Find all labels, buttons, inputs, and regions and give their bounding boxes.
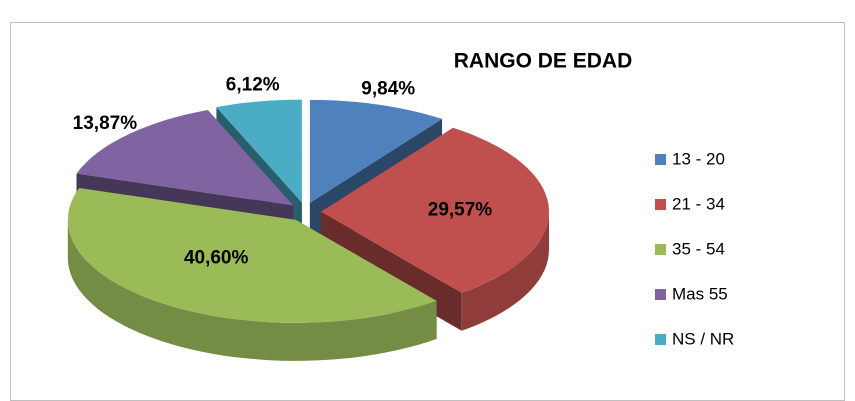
chart-title: RANGO DE EDAD: [454, 50, 633, 73]
data-label: 9,84%: [361, 78, 415, 99]
data-label: 29,57%: [428, 200, 493, 221]
legend-swatch: [655, 199, 666, 210]
legend-label: NS / NR: [672, 329, 734, 348]
slice: [67, 187, 437, 361]
legend-swatch: [655, 244, 666, 255]
legend-label: 35 - 54: [672, 239, 725, 258]
data-label: 40,60%: [184, 247, 249, 268]
legend-swatch: [655, 154, 666, 165]
slice-wall: [461, 211, 549, 331]
legend-swatch: [655, 289, 666, 300]
slice-top: [67, 188, 437, 323]
legend-label: 21 - 34: [672, 194, 725, 213]
slice-top: [216, 99, 302, 203]
legend-swatch: [655, 334, 666, 345]
slice-top: [320, 127, 549, 293]
legend-label: Mas 55: [672, 284, 728, 303]
slice-top: [309, 99, 442, 203]
legend-label: 13 - 20: [672, 149, 725, 168]
data-label: 13,87%: [73, 113, 138, 134]
data-label: 6,12%: [226, 75, 280, 96]
slice-top: [76, 110, 294, 206]
slice-wall: [67, 219, 437, 361]
